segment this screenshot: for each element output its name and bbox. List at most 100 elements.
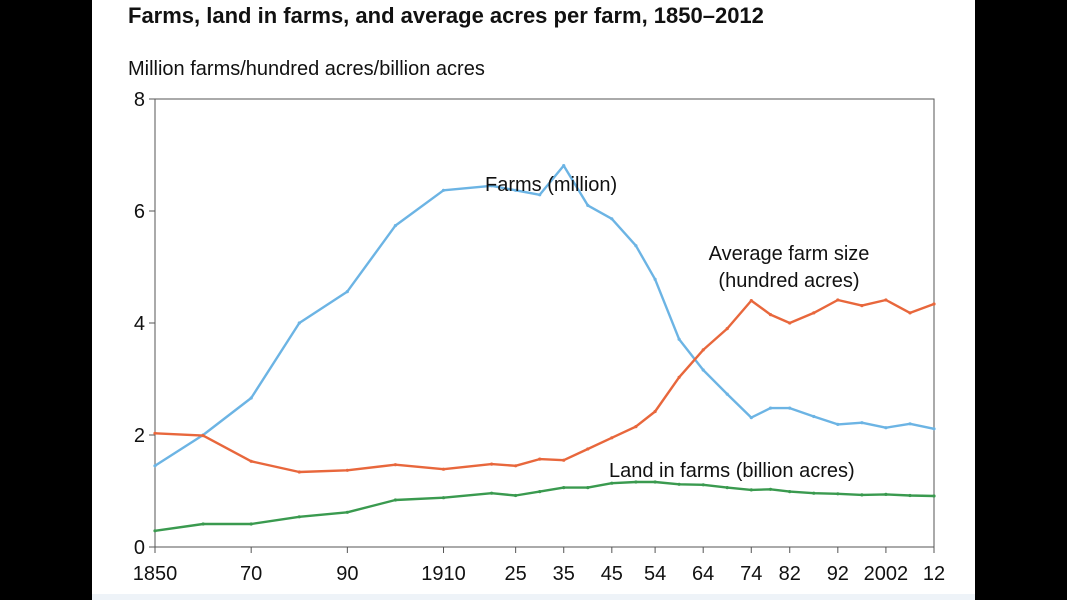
data-point-farms bbox=[345, 290, 349, 294]
data-point-land-in-farms bbox=[201, 522, 205, 526]
data-point-average-farm-size bbox=[514, 464, 518, 468]
data-point-farms bbox=[538, 193, 542, 197]
series-line-farms bbox=[153, 164, 936, 467]
data-point-farms bbox=[932, 427, 936, 431]
data-point-average-farm-size bbox=[634, 425, 638, 429]
x-tick-label: 90 bbox=[336, 563, 358, 585]
data-point-farms bbox=[562, 164, 566, 168]
data-point-land-in-farms bbox=[634, 480, 638, 484]
data-point-land-in-farms bbox=[249, 522, 253, 526]
data-point-average-farm-size bbox=[749, 299, 753, 303]
data-point-farms bbox=[441, 188, 446, 192]
x-tick-label: 70 bbox=[240, 563, 262, 585]
data-point-farms bbox=[725, 392, 729, 396]
x-tick-label: 92 bbox=[827, 563, 849, 585]
data-point-land-in-farms bbox=[653, 480, 657, 484]
series-label-land-in-farms: Land in farms (billion acres) bbox=[609, 460, 855, 482]
data-point-average-farm-size bbox=[393, 463, 397, 467]
data-point-farms bbox=[749, 416, 753, 420]
x-tick-label: 1910 bbox=[421, 563, 466, 585]
series-label-average-farm-size: Average farm size bbox=[709, 243, 870, 265]
page-bottom-strip bbox=[92, 594, 975, 600]
data-point-average-farm-size bbox=[768, 313, 773, 317]
data-point-land-in-farms bbox=[490, 491, 494, 495]
x-tick-label: 12 bbox=[923, 563, 945, 585]
data-point-average-farm-size bbox=[345, 468, 349, 472]
data-point-average-farm-size bbox=[586, 447, 590, 451]
y-axis-caption: Million farms/hundred acres/billion acre… bbox=[128, 58, 485, 80]
series-line-average-farm-size bbox=[153, 298, 936, 474]
line-chart: 0 2 4 6 8 1850 70 90 1910 25 35 45 54 64 74 82 92 2002 12 F… bbox=[133, 89, 945, 585]
data-point-average-farm-size bbox=[725, 327, 729, 331]
data-point-land-in-farms bbox=[441, 496, 446, 500]
data-point-farms bbox=[908, 422, 912, 426]
data-point-farms bbox=[884, 426, 888, 430]
data-point-farms bbox=[514, 188, 518, 192]
data-point-land-in-farms bbox=[860, 493, 864, 497]
series-label-farms: Farms (million) bbox=[485, 174, 617, 196]
data-point-land-in-farms bbox=[908, 493, 912, 498]
data-point-average-farm-size bbox=[538, 457, 542, 461]
data-point-average-farm-size bbox=[884, 298, 888, 302]
y-tick-label: 2 bbox=[134, 425, 145, 447]
data-point-average-farm-size bbox=[297, 470, 301, 474]
x-tick-label: 25 bbox=[505, 563, 527, 585]
chart-page: Farms, land in farms, and average acres … bbox=[92, 0, 975, 600]
x-tick-label: 2002 bbox=[864, 563, 909, 585]
data-point-land-in-farms bbox=[725, 486, 729, 490]
data-point-farms bbox=[812, 414, 816, 419]
data-point-average-farm-size bbox=[860, 304, 864, 308]
data-point-farms bbox=[788, 406, 792, 410]
data-point-farms bbox=[653, 277, 657, 281]
data-point-average-farm-size bbox=[201, 434, 205, 438]
data-point-land-in-farms bbox=[749, 488, 753, 492]
data-point-land-in-farms bbox=[562, 486, 566, 490]
data-point-farms bbox=[634, 244, 638, 248]
data-point-land-in-farms bbox=[812, 491, 816, 495]
data-point-farms bbox=[490, 184, 494, 188]
data-point-land-in-farms bbox=[836, 492, 840, 496]
data-point-average-farm-size bbox=[932, 302, 936, 306]
data-point-average-farm-size bbox=[610, 436, 614, 440]
data-point-farms bbox=[836, 422, 840, 426]
data-point-average-farm-size bbox=[490, 462, 494, 466]
data-point-average-farm-size bbox=[441, 467, 446, 471]
data-point-average-farm-size bbox=[788, 321, 792, 325]
x-tick-label: 35 bbox=[553, 563, 575, 585]
x-tick-label: 1850 bbox=[133, 563, 178, 585]
data-point-average-farm-size bbox=[562, 458, 566, 462]
data-point-land-in-farms bbox=[610, 481, 614, 485]
data-point-land-in-farms bbox=[586, 486, 590, 490]
data-point-average-farm-size bbox=[153, 431, 157, 435]
data-point-land-in-farms bbox=[153, 529, 157, 533]
series-line-land-in-farms bbox=[153, 480, 936, 532]
data-point-average-farm-size bbox=[836, 298, 840, 302]
data-point-average-farm-size bbox=[249, 459, 253, 463]
data-point-land-in-farms bbox=[538, 490, 542, 494]
data-point-land-in-farms bbox=[788, 490, 792, 494]
y-tick-label: 8 bbox=[134, 89, 145, 111]
x-tick-label: 54 bbox=[644, 563, 666, 585]
data-point-farms bbox=[393, 224, 397, 228]
x-tick-label: 45 bbox=[601, 563, 623, 585]
data-point-average-farm-size bbox=[908, 311, 912, 315]
data-point-farms bbox=[768, 406, 773, 410]
data-point-land-in-farms bbox=[677, 482, 681, 486]
y-tick-label: 0 bbox=[134, 537, 145, 559]
data-point-average-farm-size bbox=[677, 375, 681, 379]
data-point-land-in-farms bbox=[514, 493, 518, 498]
data-point-land-in-farms bbox=[393, 498, 397, 502]
data-point-land-in-farms bbox=[345, 510, 349, 514]
data-point-average-farm-size bbox=[812, 311, 816, 315]
data-point-land-in-farms bbox=[884, 492, 888, 496]
y-tick-label: 4 bbox=[134, 313, 145, 335]
x-tick-label: 82 bbox=[779, 563, 801, 585]
x-tick-label: 64 bbox=[692, 563, 714, 585]
x-tick-label: 74 bbox=[740, 563, 762, 585]
data-point-land-in-farms bbox=[768, 487, 773, 491]
data-point-farms bbox=[610, 217, 614, 221]
data-point-farms bbox=[153, 464, 157, 468]
chart-title: Farms, land in farms, and average acres … bbox=[128, 3, 764, 28]
data-point-farms bbox=[860, 421, 864, 425]
y-tick-label: 6 bbox=[134, 201, 145, 223]
